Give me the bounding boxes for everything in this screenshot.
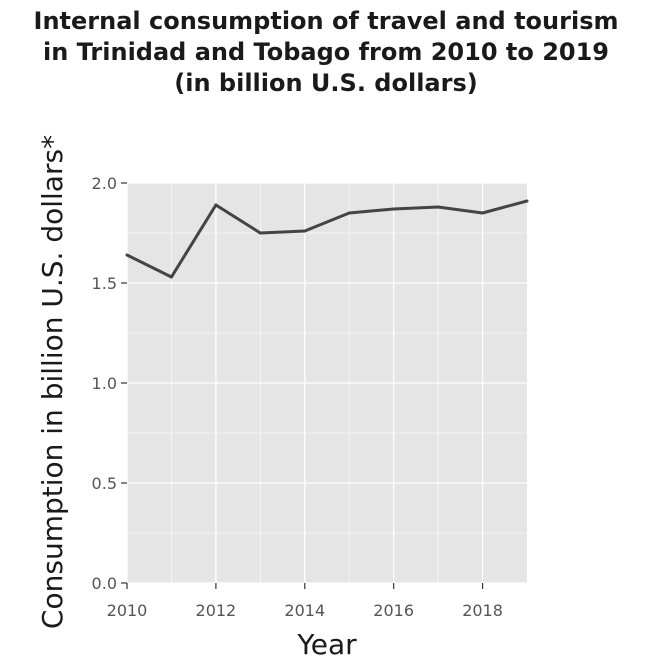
y-tick-label: 0.0 — [92, 574, 117, 593]
y-tick-label: 0.5 — [92, 474, 117, 493]
chart-title-line-2: in Trinidad and Tobago from 2010 to 2019 — [43, 38, 609, 66]
data-point — [214, 203, 218, 207]
y-tick-label: 1.0 — [92, 374, 117, 393]
data-point — [169, 275, 173, 279]
series-layer — [125, 199, 529, 279]
x-tick-label: 2014 — [284, 601, 325, 620]
y-tick-label: 2.0 — [92, 174, 117, 193]
series-line-0 — [126, 199, 528, 279]
y-axis-title: Consumption in billion U.S. dollars* — [36, 135, 69, 629]
x-tick-label: 2016 — [373, 601, 414, 620]
data-point — [303, 229, 307, 233]
data-point — [125, 253, 129, 257]
x-tick-label: 2010 — [107, 601, 148, 620]
x-tick-label: 2018 — [462, 601, 503, 620]
chart-title: Internal consumption of travel and touri… — [34, 7, 619, 97]
x-axis-title: Year — [296, 628, 357, 661]
data-point — [392, 207, 396, 211]
data-point — [347, 211, 351, 215]
y-tick-label: 1.5 — [92, 274, 117, 293]
data-point — [481, 211, 485, 215]
chart-title-line-3: (in billion U.S. dollars) — [174, 69, 477, 97]
chart-title-line-1: Internal consumption of travel and touri… — [34, 7, 619, 35]
data-point — [258, 231, 262, 235]
data-point — [525, 199, 529, 203]
x-tick-label: 2012 — [196, 601, 237, 620]
data-point — [436, 205, 440, 209]
axis-ticks: 0.0 0.5 1.0 1.5 2.0 2010 2012 2014 2016 2018 — [92, 174, 503, 620]
